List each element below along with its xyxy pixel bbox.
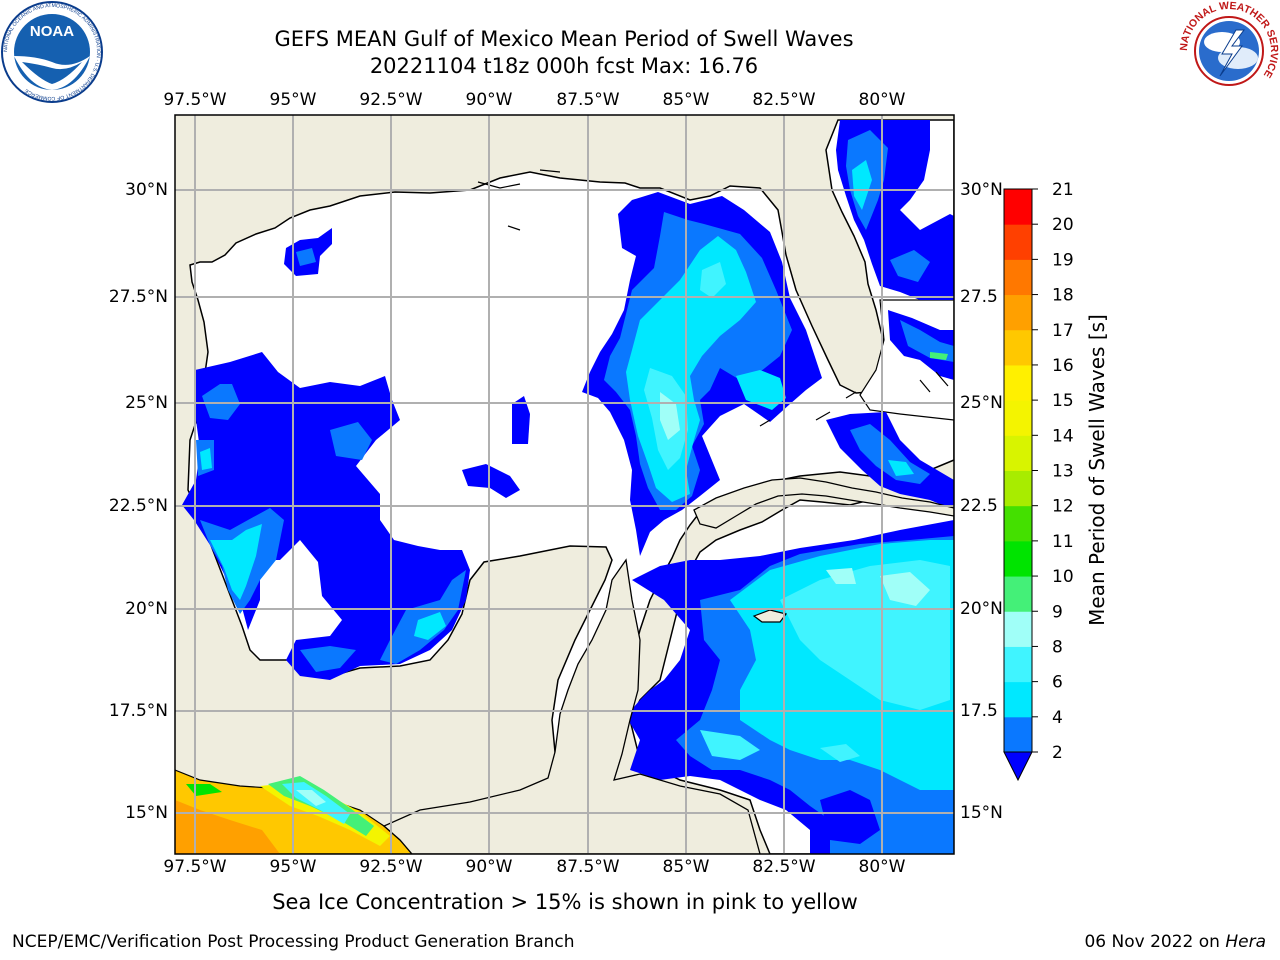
lon-label-top: 80°W: [858, 90, 906, 110]
colorbar-tick-label: 8: [1052, 637, 1063, 657]
colorbar-segment: [1004, 505, 1032, 542]
colorbar-tick-label: 13: [1052, 462, 1074, 482]
colorbar-segment: [1004, 716, 1032, 753]
lat-label-right: 17.5: [960, 701, 998, 721]
colorbar-segment: [1004, 470, 1032, 507]
colorbar-tick-label: 17: [1052, 321, 1074, 341]
swell-contours: [182, 120, 954, 854]
colorbar-tick-label: 11: [1052, 532, 1074, 552]
footer-date: 06 Nov 2022 on Hera: [1084, 932, 1266, 952]
nws-logo: NATIONAL WEATHER SERVICE: [1178, 0, 1280, 106]
colorbar: 2 4 6 8 9 10 11 12 13 14 15 16 17 18 19 20 21: [1003, 180, 1074, 782]
lon-label-bottom: 95°W: [269, 857, 317, 877]
map-frame: [174, 114, 955, 855]
colorbar-tick-label: 18: [1052, 286, 1074, 306]
colorbar-segment: [1004, 400, 1032, 436]
graticule: [175, 115, 954, 854]
lon-label-top: 85°W: [662, 90, 710, 110]
colorbar-segment: [1004, 364, 1032, 401]
colorbar-segment: [1004, 646, 1032, 683]
lon-label-top: 95°W: [269, 90, 317, 110]
colorbar-tick-label: 20: [1052, 215, 1074, 235]
footer-branch: NCEP/EMC/Verification Post Processing Pr…: [12, 932, 575, 952]
lon-label-top: 87.5°W: [556, 90, 620, 110]
colorbar-tick-label: 9: [1052, 602, 1063, 622]
lon-label-bottom: 82.5°W: [752, 857, 816, 877]
colorbar-tick-label: 4: [1052, 708, 1063, 728]
colorbar-segment: [1004, 259, 1032, 296]
lon-label-top: 82.5°W: [752, 90, 816, 110]
chart-subtitle: 20221104 t18z 000h fcst Max: 16.76: [369, 54, 759, 78]
lon-label-bottom: 92.5°W: [359, 857, 423, 877]
lat-label-right: 30°N: [960, 180, 1003, 200]
lat-label-right: 27.5: [960, 287, 998, 307]
lat-label-left: 20°N: [125, 599, 168, 619]
colorbar-segment: [1004, 294, 1032, 331]
colorbar-segment: [1004, 189, 1032, 225]
lon-label-bottom: 97.5°W: [163, 857, 227, 877]
lon-label-top: 97.5°W: [163, 90, 227, 110]
lon-label-bottom: 85°W: [662, 857, 710, 877]
lat-label-right: 25°N: [960, 393, 1003, 413]
colorbar-tick-label: 2: [1052, 743, 1063, 763]
lon-label-top: 90°W: [465, 90, 513, 110]
colorbar-tick-label: 14: [1052, 426, 1074, 446]
colorbar-tick-label: 6: [1052, 673, 1063, 693]
lat-label-left: 30°N: [125, 180, 168, 200]
lat-label-right: 20°N: [960, 599, 1003, 619]
colorbar-tick-label: 21: [1052, 180, 1074, 200]
colorbar-tick-label: 10: [1052, 567, 1074, 587]
lon-label-bottom: 90°W: [465, 857, 513, 877]
sea-ice-note: Sea Ice Concentration > 15% is shown in …: [272, 890, 858, 914]
lon-label-bottom: 80°W: [858, 857, 906, 877]
colorbar-tick-label: 15: [1052, 391, 1074, 411]
central-america-land: [382, 558, 761, 854]
colorbar-segment: [1004, 576, 1032, 612]
lat-label-left: 15°N: [125, 803, 168, 823]
chart-title: GEFS MEAN Gulf of Mexico Mean Period of …: [274, 27, 854, 51]
colorbar-segment: [1004, 224, 1032, 260]
lat-label-right: 15°N: [960, 803, 1003, 823]
footer-host: Hera: [1225, 932, 1266, 952]
colorbar-tick-label: 16: [1052, 356, 1074, 376]
lat-label-left: 27.5°N: [108, 287, 168, 307]
noaa-logo: NOAA NATIONAL OCEANIC AND ATMOSPHERIC AD…: [0, 0, 104, 108]
lat-label-left: 17.5°N: [108, 701, 168, 721]
colorbar-segment: [1004, 611, 1032, 647]
colorbar-extend-triangle: [1003, 751, 1033, 782]
colorbar-label: Mean Period of Swell Waves [s]: [1085, 314, 1109, 626]
lon-label-bottom: 87.5°W: [556, 857, 620, 877]
colorbar-segment: [1004, 435, 1032, 471]
colorbar-tick-label: 19: [1052, 250, 1074, 270]
colorbar-segment: [1004, 540, 1032, 577]
lat-label-left: 22.5°N: [108, 496, 168, 516]
colorbar-segment: [1004, 329, 1032, 366]
colorbar-tick-label: 12: [1052, 497, 1074, 517]
noaa-logo-text: NOAA: [30, 23, 74, 40]
footer-date-text: 06 Nov 2022 on: [1084, 932, 1226, 952]
lon-label-top: 92.5°W: [359, 90, 423, 110]
lat-label-right: 22.5: [960, 496, 998, 516]
colorbar-segment: [1004, 681, 1032, 718]
lat-label-left: 25°N: [125, 393, 168, 413]
